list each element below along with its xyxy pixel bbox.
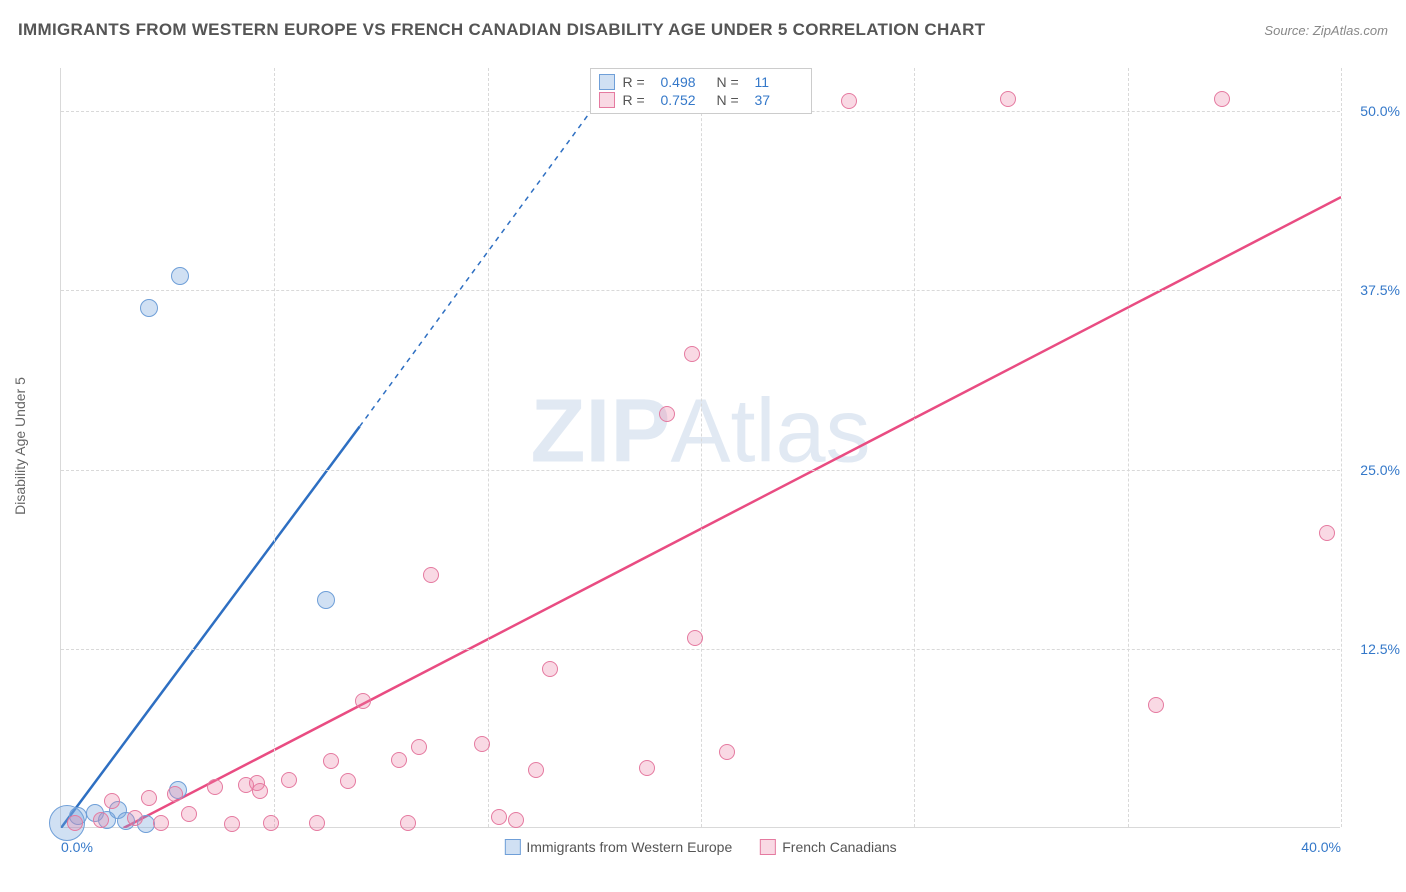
scatter-point	[263, 815, 279, 831]
r-value-blue: 0.498	[661, 74, 709, 90]
scatter-point	[474, 736, 490, 752]
scatter-point	[684, 346, 700, 362]
r-label: R =	[623, 92, 653, 108]
scatter-point	[281, 772, 297, 788]
scatter-point	[252, 783, 268, 799]
trend-line-blue	[61, 426, 360, 828]
scatter-point	[719, 744, 735, 760]
swatch-blue-icon	[504, 839, 520, 855]
scatter-point	[340, 773, 356, 789]
scatter-point	[1000, 91, 1016, 107]
scatter-point	[153, 815, 169, 831]
trend-line-pink	[124, 197, 1341, 828]
gridline-v	[1341, 68, 1342, 827]
r-value-pink: 0.752	[661, 92, 709, 108]
scatter-point	[224, 816, 240, 832]
scatter-point	[639, 760, 655, 776]
series-legend: Immigrants from Western Europe French Ca…	[504, 839, 896, 855]
scatter-point	[104, 793, 120, 809]
y-tick-label: 12.5%	[1345, 641, 1400, 657]
scatter-point	[140, 299, 158, 317]
plot-area: ZIPAtlas R = 0.498 N = 11 R = 0.752 N = …	[60, 68, 1340, 828]
series-label-blue: Immigrants from Western Europe	[526, 839, 732, 855]
r-label: R =	[623, 74, 653, 90]
series-label-pink: French Canadians	[782, 839, 896, 855]
x-tick-label: 0.0%	[61, 839, 93, 855]
scatter-point	[93, 812, 109, 828]
scatter-point	[841, 93, 857, 109]
chart-header: IMMIGRANTS FROM WESTERN EUROPE VS FRENCH…	[18, 20, 1388, 40]
legend-item-pink: French Canadians	[760, 839, 896, 855]
scatter-point	[1319, 525, 1335, 541]
swatch-blue	[599, 74, 615, 90]
scatter-point	[355, 693, 371, 709]
scatter-point	[181, 806, 197, 822]
scatter-point	[659, 406, 675, 422]
swatch-pink-icon	[760, 839, 776, 855]
gridline-v	[488, 68, 489, 827]
swatch-pink	[599, 92, 615, 108]
gridline-v	[274, 68, 275, 827]
scatter-point	[528, 762, 544, 778]
scatter-point	[141, 790, 157, 806]
scatter-point	[67, 815, 83, 831]
scatter-point	[687, 630, 703, 646]
scatter-point	[317, 591, 335, 609]
legend-item-blue: Immigrants from Western Europe	[504, 839, 732, 855]
y-tick-label: 25.0%	[1345, 462, 1400, 478]
gridline-v	[701, 68, 702, 827]
scatter-point	[411, 739, 427, 755]
gridline-v	[1128, 68, 1129, 827]
scatter-point	[400, 815, 416, 831]
chart-source: Source: ZipAtlas.com	[1264, 23, 1388, 38]
correlation-legend: R = 0.498 N = 11 R = 0.752 N = 37	[590, 68, 812, 114]
scatter-point	[1148, 697, 1164, 713]
scatter-point	[423, 567, 439, 583]
y-axis-label: Disability Age Under 5	[12, 377, 28, 515]
scatter-point	[171, 267, 189, 285]
legend-row-pink: R = 0.752 N = 37	[599, 91, 803, 109]
gridline-v	[914, 68, 915, 827]
n-value-pink: 37	[755, 92, 803, 108]
n-label: N =	[717, 92, 747, 108]
scatter-point	[167, 786, 183, 802]
source-label: Source:	[1264, 23, 1309, 38]
n-value-blue: 11	[755, 74, 803, 90]
x-tick-label: 40.0%	[1301, 839, 1341, 855]
scatter-point	[491, 809, 507, 825]
scatter-point	[391, 752, 407, 768]
legend-row-blue: R = 0.498 N = 11	[599, 73, 803, 91]
scatter-point	[127, 810, 143, 826]
y-tick-label: 37.5%	[1345, 282, 1400, 298]
scatter-point	[309, 815, 325, 831]
watermark-bold: ZIP	[530, 382, 670, 482]
scatter-point	[542, 661, 558, 677]
n-label: N =	[717, 74, 747, 90]
scatter-point	[323, 753, 339, 769]
scatter-point	[508, 812, 524, 828]
scatter-point	[1214, 91, 1230, 107]
scatter-point	[207, 779, 223, 795]
chart-title: IMMIGRANTS FROM WESTERN EUROPE VS FRENCH…	[18, 20, 985, 40]
source-link[interactable]: ZipAtlas.com	[1313, 23, 1388, 38]
y-tick-label: 50.0%	[1345, 103, 1400, 119]
trend-line-blue-dashed	[360, 97, 602, 427]
